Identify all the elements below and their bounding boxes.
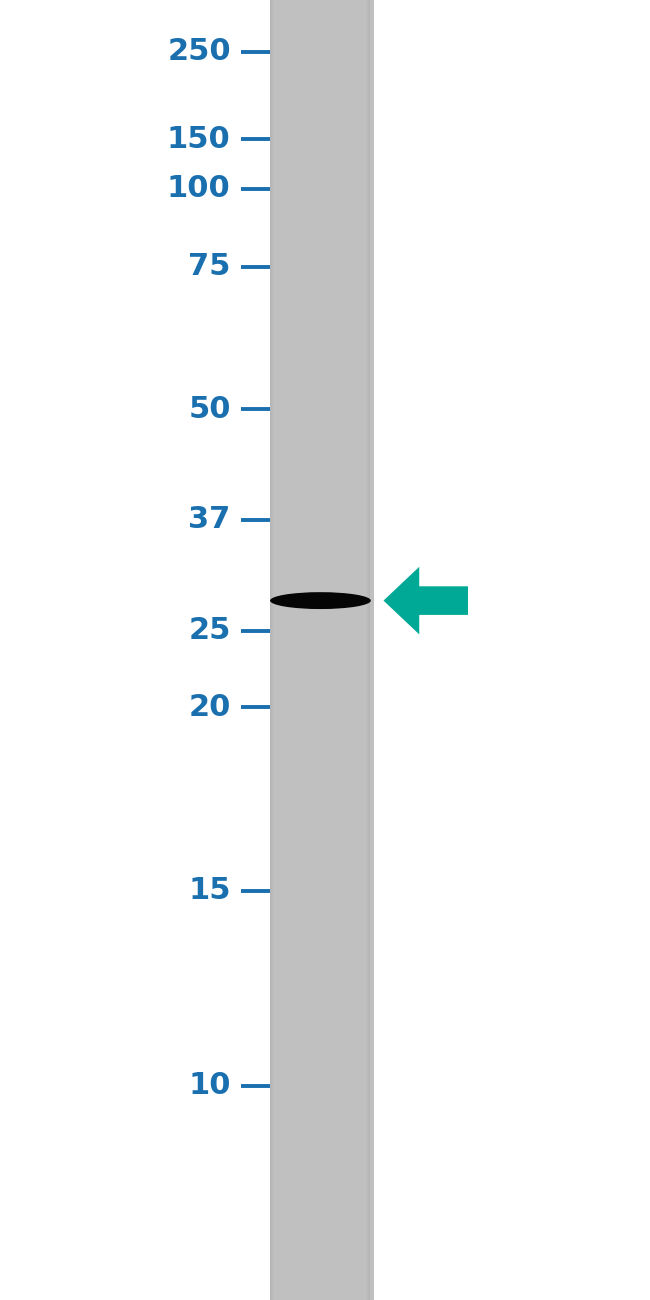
Text: 20: 20	[188, 693, 231, 722]
FancyArrow shape	[384, 567, 468, 634]
Text: 15: 15	[188, 876, 231, 905]
Text: 75: 75	[188, 252, 231, 281]
Text: 50: 50	[188, 395, 231, 424]
Text: 37: 37	[188, 506, 231, 534]
Text: 100: 100	[167, 174, 231, 203]
Text: 150: 150	[167, 125, 231, 153]
Text: 25: 25	[188, 616, 231, 645]
Bar	[270, 0, 374, 1300]
Text: 250: 250	[167, 38, 231, 66]
Text: 10: 10	[188, 1071, 231, 1100]
Ellipse shape	[270, 592, 370, 608]
